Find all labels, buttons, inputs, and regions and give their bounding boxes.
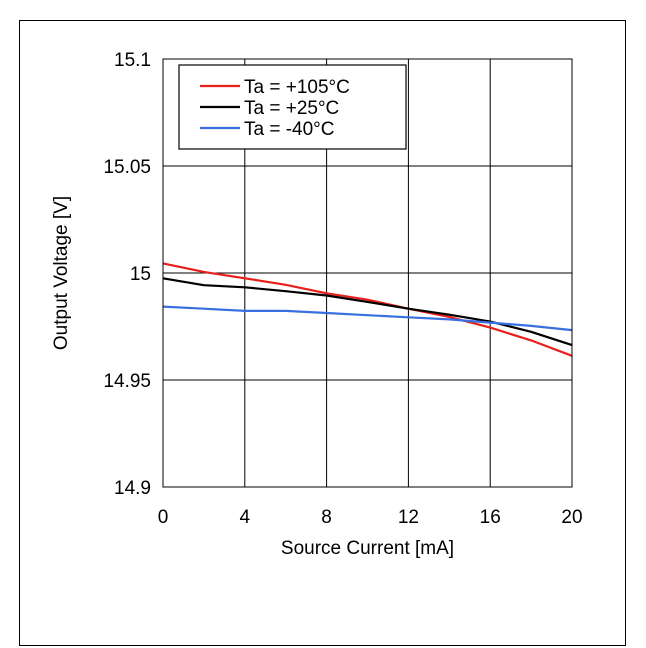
legend-label-1: Ta = +25°C: [244, 98, 339, 119]
x-tick-label: 8: [321, 507, 332, 528]
y-tick-label: 14.9: [114, 478, 151, 499]
legend-label-2: Ta = -40°C: [244, 119, 335, 140]
tick-labels: 0 4 8 12 16 20 14.9 14.95 15 15.05 15.1: [103, 50, 582, 528]
y-axis-label: Output Voltage [V]: [51, 196, 72, 350]
y-tick-label: 15.1: [114, 50, 151, 71]
series-line-2: [162, 305, 573, 332]
x-tick-label: 20: [561, 507, 582, 528]
x-tick-label: 12: [398, 507, 419, 528]
y-tick-label: 15.05: [103, 157, 151, 178]
y-tick-label: 14.95: [103, 371, 151, 392]
y-tick-label: 15: [130, 264, 151, 285]
series-line-1: [162, 277, 573, 347]
legend-label-0: Ta = +105°C: [244, 77, 350, 98]
x-tick-label: 0: [158, 507, 169, 528]
x-tick-label: 16: [480, 507, 501, 528]
x-axis-label: Source Current [mA]: [281, 538, 454, 559]
legend: Ta = +105°CTa = +25°CTa = -40°C: [178, 64, 407, 150]
plot-area-border: [162, 58, 573, 488]
x-tick-label: 4: [240, 507, 251, 528]
series-line-0: [162, 262, 573, 357]
series-lines: [162, 262, 573, 357]
